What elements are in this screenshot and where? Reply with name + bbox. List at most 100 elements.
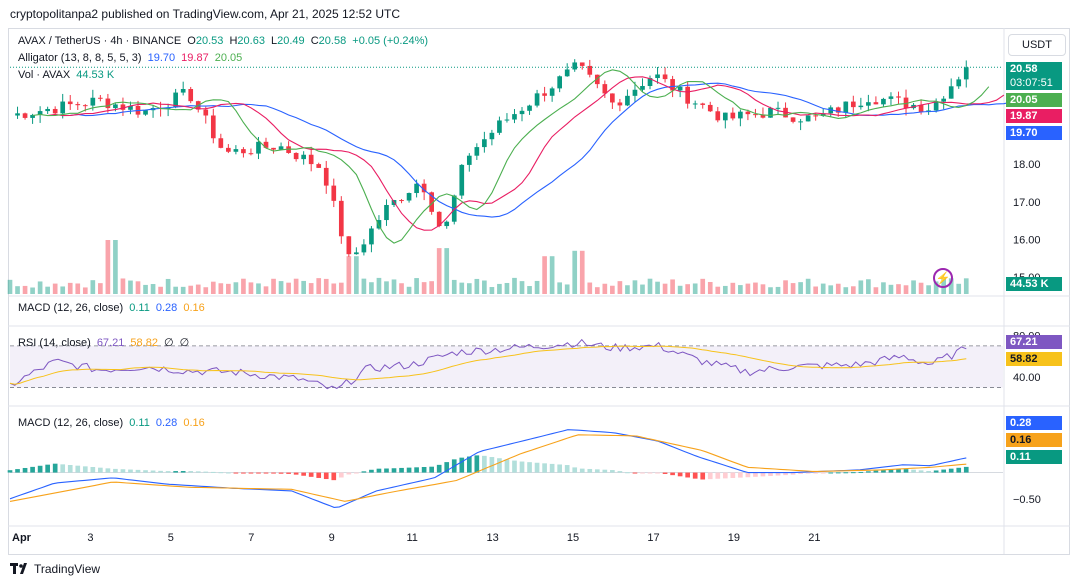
volume-bar	[820, 283, 826, 294]
volume-bar	[858, 280, 864, 294]
candle	[22, 113, 28, 118]
volume-bar	[700, 278, 706, 294]
candle	[436, 211, 442, 227]
macd-legend-top[interactable]: MACD (12, 26, close) 0.11 0.28 0.16	[18, 302, 208, 314]
rsi-line	[9, 338, 967, 390]
volume-bar	[685, 284, 690, 294]
time-tick-2: 5	[168, 532, 174, 544]
macd-histogram-bar	[173, 471, 178, 473]
macd-histogram-bar	[210, 471, 216, 473]
alligator-legend[interactable]: Alligator (13, 8, 8, 5, 5, 3) 19.70 19.8…	[18, 52, 245, 64]
macd-histogram-bar	[391, 468, 397, 473]
candle	[406, 193, 412, 201]
time-tick-10: 21	[808, 532, 820, 544]
bar-countdown: 03:07:51	[1010, 77, 1053, 89]
candle	[414, 183, 419, 194]
candle	[399, 200, 404, 202]
candle	[564, 69, 570, 77]
candle	[625, 95, 630, 106]
rsi-legend[interactable]: RSI (14, close) 67.21 58.82 ∅ ∅	[18, 336, 192, 349]
macd-histogram-bar	[22, 467, 28, 473]
candle	[120, 104, 126, 110]
macd-histogram-bar	[926, 470, 931, 473]
macd-histogram-bar	[278, 472, 284, 474]
macd-histogram-bar	[527, 462, 532, 473]
macd-histogram-bar	[730, 472, 736, 478]
volume-bar	[760, 284, 766, 294]
macd-title: MACD (12, 26, close)	[18, 417, 124, 429]
macd-histogram-bar	[918, 470, 924, 473]
volume-bar	[896, 284, 901, 294]
macd-line-price-label: 0.11	[1006, 450, 1062, 464]
macd-histogram-bar	[459, 457, 465, 473]
volume-bar	[632, 280, 638, 294]
macd-histogram-bar	[670, 472, 675, 476]
candle	[896, 96, 901, 98]
volume-bar	[271, 278, 276, 294]
macd-histogram-bar	[722, 472, 728, 479]
candle	[542, 93, 547, 96]
candle	[549, 88, 555, 96]
volume-bar	[707, 281, 713, 294]
candle	[75, 104, 81, 106]
volume-bar	[180, 286, 186, 294]
macd-signal-price-label: 0.28	[1006, 416, 1062, 430]
candle	[226, 147, 231, 152]
candle	[903, 97, 909, 109]
macd-histogram-bar	[384, 468, 389, 473]
macd-histogram-bar	[286, 472, 291, 474]
macd-histogram-bar	[308, 472, 314, 477]
volume-bar	[579, 250, 585, 294]
macd-top-macd: 0.11	[129, 302, 150, 314]
volume-bar	[52, 283, 58, 294]
volume-legend[interactable]: Vol · AVAX 44.53 K	[18, 69, 117, 81]
volume-bar	[384, 281, 389, 294]
teeth-price-label: 19.87	[1006, 109, 1062, 123]
macd-histogram-bar	[105, 468, 111, 473]
time-tick-0: Apr	[12, 532, 32, 544]
candle	[587, 65, 593, 75]
candle	[52, 108, 58, 114]
candle	[730, 112, 736, 119]
candle	[301, 154, 306, 160]
volume-bar	[813, 286, 819, 294]
volume-bar	[338, 282, 344, 294]
macd-legend[interactable]: MACD (12, 26, close) 0.11 0.28 0.16	[18, 417, 208, 429]
volume-bar	[429, 281, 434, 294]
candle	[256, 141, 261, 154]
macd-histogram-bar	[376, 468, 382, 473]
volume-bar	[549, 256, 555, 294]
candle	[173, 92, 178, 108]
volume-bar	[640, 284, 645, 294]
volume-bar	[775, 286, 781, 294]
high-value: 20.63	[237, 35, 265, 47]
rsi-ma-value: 58.82	[130, 337, 158, 349]
volume-bar	[37, 281, 43, 294]
candle	[271, 147, 276, 150]
volume-bar	[534, 280, 540, 294]
volume-bar	[451, 279, 457, 294]
macd-histogram-bar	[52, 463, 58, 473]
macd-histogram-bar	[760, 472, 766, 477]
currency-button[interactable]: USDT	[1008, 34, 1066, 56]
macd-signal-value: 0.28	[155, 417, 178, 429]
macd-histogram-bar	[519, 461, 525, 473]
volume-bar	[866, 279, 871, 294]
candle	[361, 244, 367, 253]
alligator-lips-line	[32, 69, 990, 244]
candle	[384, 204, 389, 221]
volume-bar	[173, 286, 178, 294]
candle	[647, 78, 653, 87]
lightning-icon[interactable]: ⚡	[933, 268, 953, 288]
volume-bar	[82, 287, 88, 294]
macd-histogram-bar	[474, 455, 480, 473]
volume-bar	[587, 282, 593, 294]
volume-bar	[715, 286, 721, 294]
rsi-ma-price-label: 58.82	[1006, 352, 1062, 366]
macd-histogram-bar	[256, 472, 261, 474]
candle	[813, 115, 819, 117]
symbol-legend[interactable]: AVAX / TetherUS · 4h · BINANCE O20.53 H2…	[18, 35, 431, 47]
volume-bar	[730, 282, 736, 294]
time-tick-5: 11	[406, 532, 417, 544]
